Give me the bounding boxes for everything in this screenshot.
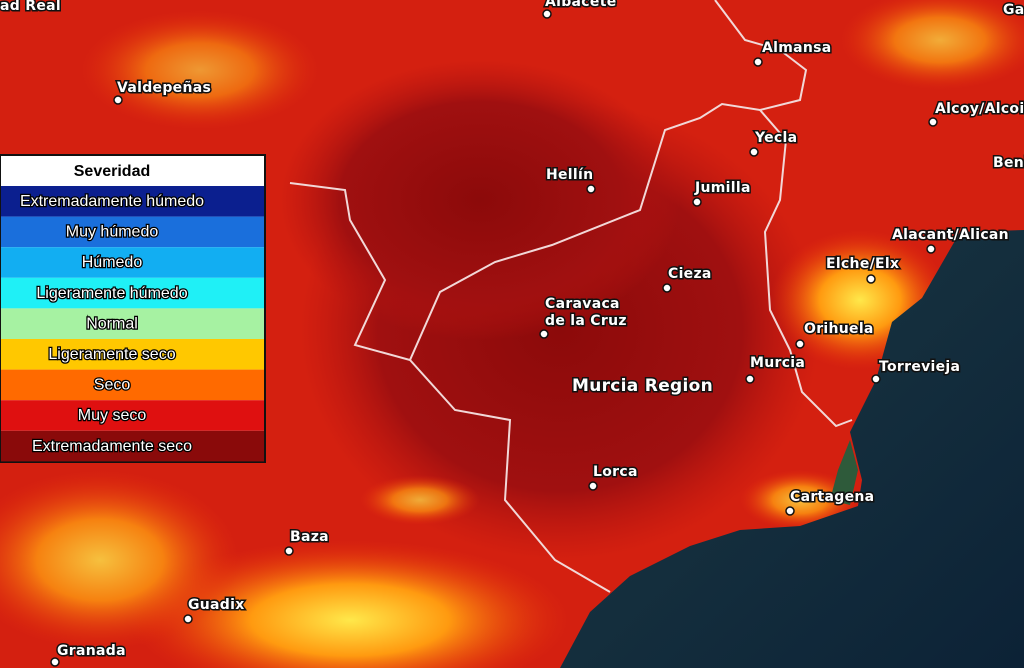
place-dot <box>284 546 294 556</box>
legend-swatch <box>1 339 264 370</box>
legend-title: Severidad <box>74 163 150 180</box>
place-label: Elche/Elx <box>826 256 899 272</box>
place-label: Guadix <box>188 597 245 613</box>
place-dot <box>586 184 596 194</box>
place-dot <box>542 9 552 19</box>
place-dot <box>785 506 795 516</box>
place-dot <box>539 329 549 339</box>
legend-swatch <box>1 216 264 248</box>
place-label: Jumilla <box>694 180 751 196</box>
place-label: Almansa <box>762 40 832 56</box>
place-label: Alcoy/Alcoi <box>935 101 1024 117</box>
place-dot <box>183 614 193 624</box>
place-dot <box>926 244 936 254</box>
legend-label: Muy seco <box>78 407 147 424</box>
place-dot <box>795 339 805 349</box>
place-label: Murcia <box>750 355 805 371</box>
legend-label: Muy húmedo <box>66 224 159 241</box>
place-label: Orihuela <box>804 321 874 337</box>
place-dot <box>692 197 702 207</box>
region-label: Murcia Region <box>572 376 713 396</box>
place-dot <box>745 374 755 384</box>
legend-label: Ligeramente húmedo <box>36 285 187 302</box>
legend-swatch <box>1 247 264 278</box>
place-dot <box>866 274 876 284</box>
place-label: Beni <box>993 155 1024 171</box>
legend-label: Húmedo <box>82 254 143 271</box>
place-dot <box>871 374 881 384</box>
place-dot <box>749 147 759 157</box>
legend-swatch <box>1 308 264 339</box>
legend-swatch <box>1 186 264 217</box>
place-label: Baza <box>290 529 329 545</box>
borders <box>289 0 853 593</box>
place-label: Torrevieja <box>879 359 960 375</box>
legend-label: Extremadamente seco <box>32 438 192 455</box>
place-dot <box>50 657 60 667</box>
legend-swatch <box>1 369 264 401</box>
place-dot <box>753 57 763 67</box>
place-label: Hellín <box>546 167 593 183</box>
place-label: Valdepeñas <box>117 80 211 96</box>
legend: Severidad Extremadamente húmedo Muy húmed… <box>0 154 266 463</box>
legend-label: Extremadamente húmedo <box>20 193 204 210</box>
legend-swatch <box>1 400 264 431</box>
place-label: Yecla <box>754 130 797 146</box>
legend-label: Normal <box>86 315 138 332</box>
place-label: de la Cruz <box>545 313 627 329</box>
place-label: Alacant/Alican <box>892 227 1009 243</box>
legend-swatch <box>1 277 264 309</box>
legend-swatch <box>1 430 264 462</box>
place-dot <box>928 117 938 127</box>
place-label: Ga <box>1003 2 1024 18</box>
place-dot <box>113 95 123 105</box>
place-label: Cartagena <box>790 489 874 505</box>
place-label: Albacete <box>545 0 616 10</box>
place-label: Caravaca <box>545 296 620 312</box>
legend-label: Ligeramente seco <box>48 346 175 363</box>
place-label: ad Real <box>0 0 61 14</box>
place-dot <box>588 481 598 491</box>
place-label: Cieza <box>668 266 712 282</box>
place-label: Lorca <box>593 464 638 480</box>
place-dot <box>662 283 672 293</box>
legend-label: Seco <box>94 377 131 394</box>
place-label: Granada <box>57 643 126 659</box>
